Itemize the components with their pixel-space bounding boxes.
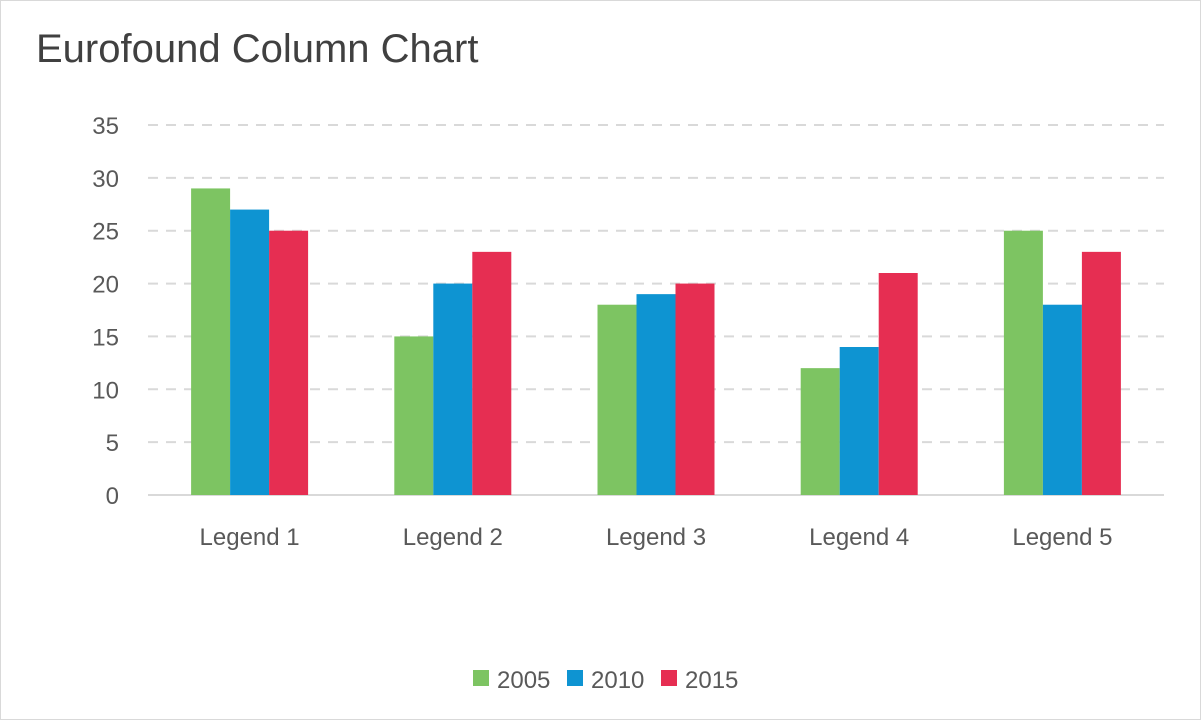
x-tick-label: Legend 4 bbox=[809, 524, 909, 551]
legend-label: 2015 bbox=[685, 667, 738, 694]
y-axis-ticks: 0 5 10 15 20 25 30 35 bbox=[92, 113, 119, 510]
y-tick-label: 10 bbox=[92, 377, 119, 404]
bar-2005-5 bbox=[1003, 230, 1043, 495]
x-tick-label: Legend 1 bbox=[200, 524, 300, 551]
legend-label: 2005 bbox=[497, 667, 550, 694]
bar-2015-3 bbox=[675, 283, 715, 495]
bar-2015-4 bbox=[878, 273, 918, 495]
bar-2015-5 bbox=[1081, 251, 1121, 495]
x-axis-ticks: Legend 1 Legend 2 Legend 3 Legend 4 Legend 5 bbox=[200, 524, 1113, 551]
bars bbox=[191, 188, 1121, 496]
bar-2005-3 bbox=[597, 304, 637, 495]
x-tick-label: Legend 3 bbox=[606, 524, 706, 551]
legend-swatch-2010 bbox=[567, 670, 583, 686]
chart-title: Eurofound Column Chart bbox=[36, 27, 479, 71]
y-tick-label: 30 bbox=[92, 166, 119, 193]
bar-2015-2 bbox=[472, 251, 512, 495]
legend-swatch-2005 bbox=[473, 670, 489, 686]
bar-2005-2 bbox=[394, 336, 434, 495]
bar-2010-1 bbox=[230, 209, 270, 496]
bar-2015-1 bbox=[269, 230, 309, 495]
x-tick-label: Legend 2 bbox=[403, 524, 503, 551]
x-tick-label: Legend 5 bbox=[1012, 524, 1112, 551]
y-tick-label: 15 bbox=[92, 324, 119, 351]
bar-2010-5 bbox=[1042, 304, 1082, 495]
y-tick-label: 5 bbox=[106, 430, 119, 457]
bar-2010-4 bbox=[839, 347, 879, 495]
y-tick-label: 0 bbox=[106, 483, 119, 510]
legend-swatch-2015 bbox=[661, 670, 677, 686]
y-tick-label: 25 bbox=[92, 219, 119, 246]
y-tick-label: 35 bbox=[92, 113, 119, 140]
y-tick-label: 20 bbox=[92, 272, 119, 299]
bar-2010-2 bbox=[433, 283, 473, 495]
bar-2010-3 bbox=[636, 294, 676, 495]
legend: 2005 2010 2015 bbox=[473, 667, 738, 694]
bar-2005-4 bbox=[800, 368, 840, 495]
legend-label: 2010 bbox=[591, 667, 644, 694]
bar-2005-1 bbox=[191, 188, 231, 495]
